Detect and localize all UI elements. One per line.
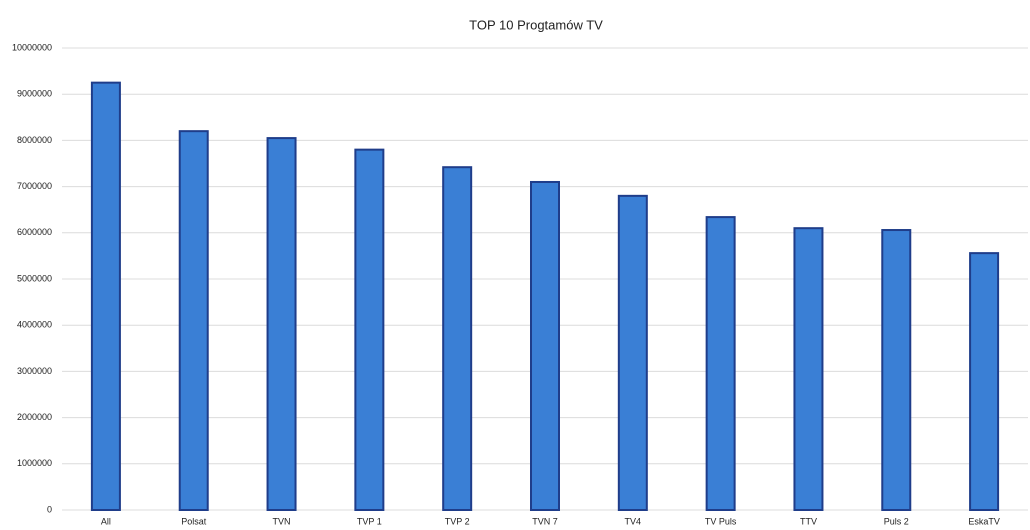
y-tick-label: 0 (47, 504, 52, 514)
bar (881, 229, 912, 511)
x-tick-label: Polsat (181, 516, 207, 526)
bar (178, 130, 209, 511)
x-tick-label: TV4 (625, 516, 642, 526)
bar (354, 148, 385, 511)
y-tick-label: 3000000 (17, 366, 52, 376)
x-tick-label: All (101, 516, 111, 526)
x-tick-label: TVP 2 (445, 516, 470, 526)
x-tick-label: TVN (273, 516, 291, 526)
y-tick-label: 7000000 (17, 181, 52, 191)
bar (793, 227, 824, 511)
y-tick-label: 6000000 (17, 227, 52, 237)
bar (266, 137, 297, 511)
x-tick-label: TTV (800, 516, 817, 526)
y-tick-label: 9000000 (17, 89, 52, 99)
y-tick-label: 2000000 (17, 412, 52, 422)
bar (90, 81, 121, 512)
bar (705, 216, 736, 511)
y-tick-label: 1000000 (17, 458, 52, 468)
y-tick-label: 10000000 (12, 42, 52, 52)
bar (617, 194, 648, 511)
y-tick-label: 5000000 (17, 273, 52, 283)
y-tick-label: 4000000 (17, 320, 52, 330)
chart-title: TOP 10 Progtamów TV (469, 17, 603, 32)
bar (530, 180, 560, 511)
x-tick-label: TVN 7 (532, 516, 558, 526)
bar (442, 166, 473, 511)
bar (969, 252, 1000, 512)
x-tick-label: EskaTV (968, 516, 1000, 526)
x-tick-label: TVP 1 (357, 516, 382, 526)
x-tick-label: TV Puls (705, 516, 737, 526)
y-tick-label: 8000000 (17, 135, 52, 145)
x-tick-label: Puls 2 (884, 516, 909, 526)
